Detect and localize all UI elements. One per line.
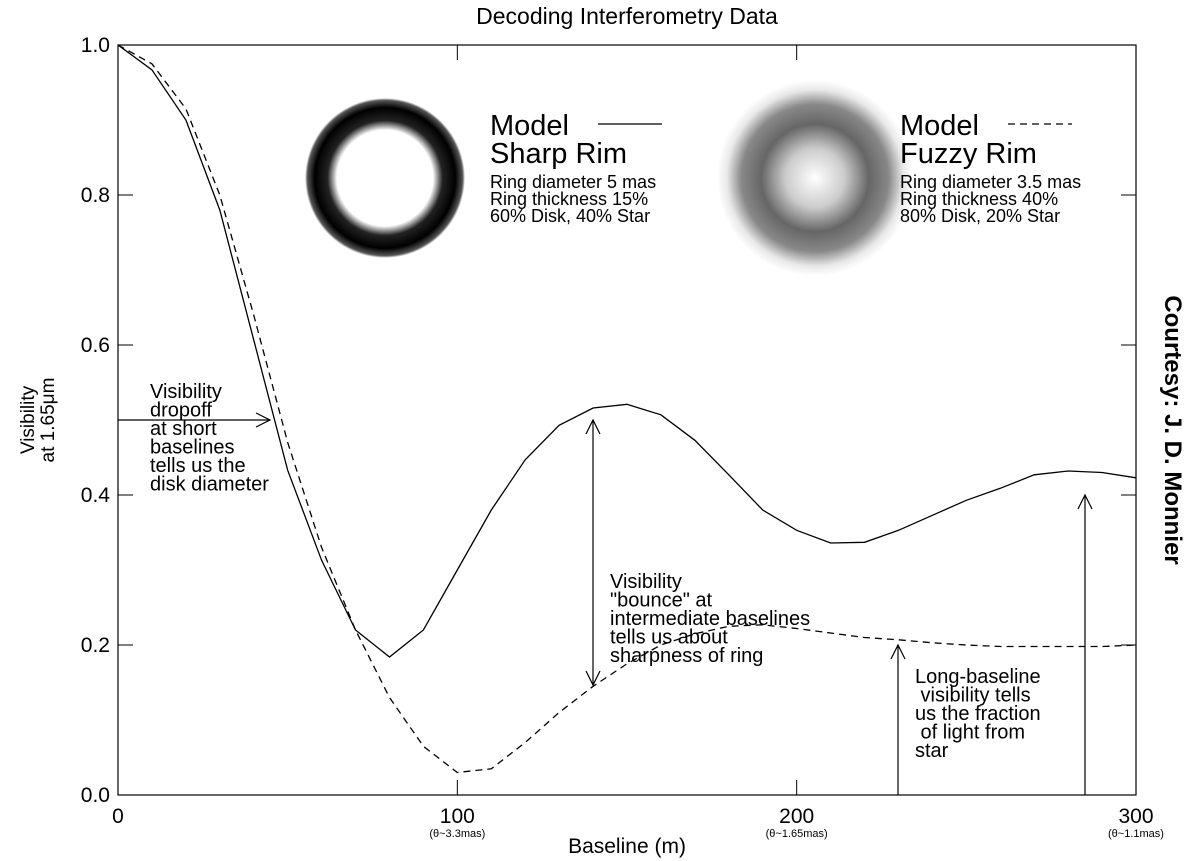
model-detail: Ring thickness 40% (900, 189, 1058, 209)
fuzzy-rim-image (717, 80, 913, 276)
y-label-line: Visibility (18, 385, 39, 454)
x-tick-note: (θ~1.1mas) (1108, 828, 1164, 840)
annotation: "bounce" at (610, 590, 712, 612)
x-tick-label: 0 (112, 805, 124, 828)
chart-title: Decoding Interferometry Data (476, 3, 778, 29)
y-tick-label: 0.4 (81, 484, 111, 507)
series-line (117, 44, 1137, 658)
y-tick-label: 0.8 (81, 184, 110, 207)
x-tick-note: (θ~3.3mas) (429, 828, 485, 840)
annotation: baselines (150, 437, 235, 459)
legend-heading: Model (900, 110, 979, 142)
annotation: dropoff (150, 400, 212, 422)
arrowhead (1077, 493, 1093, 510)
annotation: of light from (915, 722, 1025, 744)
annotation: star (915, 740, 949, 762)
x-axis-label: Baseline (m) (568, 835, 686, 858)
x-tick-note: (θ~1.65mas) (766, 828, 828, 840)
annotation: sharpness of ring (610, 645, 763, 667)
x-tick-label: 300 (1118, 805, 1153, 828)
y-label-line: at 1.65μm (38, 378, 59, 463)
x-tick-label: 200 (779, 805, 814, 828)
annotation: Visibility (610, 571, 682, 593)
legend-label: Fuzzy Rim (900, 138, 1037, 170)
model-detail: Ring diameter 3.5 mas (900, 172, 1081, 192)
annotation: us the fraction (915, 703, 1041, 725)
y-tick-label: 1.0 (81, 34, 110, 57)
arrowhead (255, 412, 272, 428)
annotation: tells us the (150, 455, 246, 477)
annotation: visibility tells (915, 685, 1031, 707)
series-line (117, 44, 1137, 774)
y-tick-label: 0.6 (81, 334, 110, 357)
arrows (118, 412, 1093, 795)
annotation: Visibility (150, 381, 222, 403)
y-tick-label: 0.0 (81, 784, 110, 807)
annotation: Long-baseline (915, 666, 1041, 688)
arrowhead (890, 643, 906, 660)
courtesy: Courtesy: J. D. Monnier (1159, 295, 1186, 564)
legend-label: Sharp Rim (490, 138, 627, 170)
arrowhead (585, 418, 601, 687)
annotation: intermediate baselines (610, 608, 810, 630)
y-axis-label: Visibility at 1.65μm (18, 378, 59, 463)
legend-heading: Model (490, 110, 569, 142)
model-detail: 80% Disk, 20% Star (900, 206, 1060, 226)
x-tick-label: 100 (440, 805, 475, 828)
model-detail: Ring thickness 15% (490, 189, 648, 209)
y-tick-label: 0.2 (81, 634, 110, 657)
annotation: disk diameter (150, 474, 269, 496)
model-detail: Ring diameter 5 mas (490, 172, 656, 192)
model-detail: 60% Disk, 40% Star (490, 206, 650, 226)
annotation: tells us about (610, 627, 728, 649)
sharp-rim-image (305, 98, 465, 258)
annotation: at short (150, 418, 217, 440)
